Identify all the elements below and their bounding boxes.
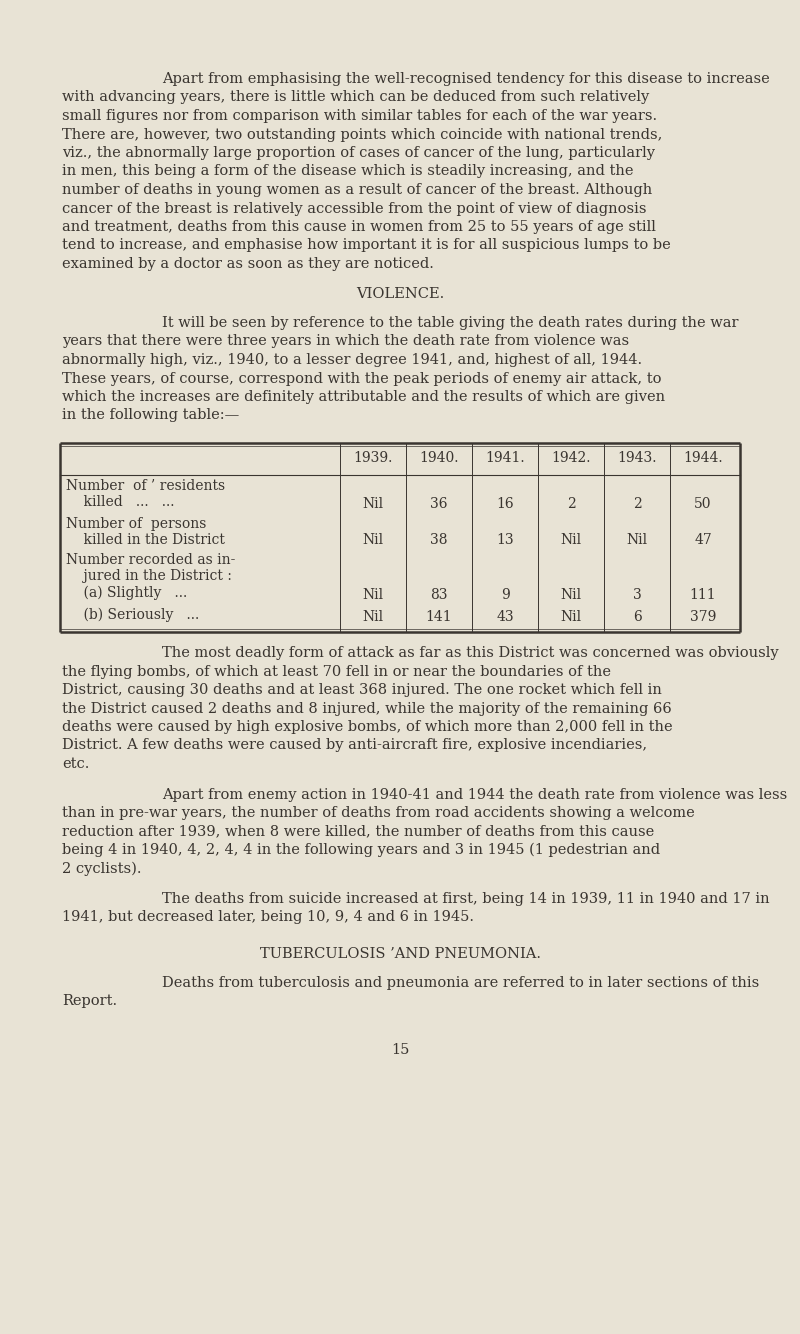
Text: viz., the abnormally large proportion of cases of cancer of the lung, particular: viz., the abnormally large proportion of… [62, 145, 655, 160]
Text: Nil: Nil [362, 588, 383, 602]
Text: etc.: etc. [62, 756, 90, 771]
Text: Report.: Report. [62, 994, 117, 1009]
Text: Nil: Nil [362, 610, 383, 624]
Text: TUBERCULOSIS ’AND PNEUMONIA.: TUBERCULOSIS ’AND PNEUMONIA. [259, 947, 541, 960]
Text: 9: 9 [501, 588, 510, 602]
Text: reduction after 1939, when 8 were killed, the number of deaths from this cause: reduction after 1939, when 8 were killed… [62, 824, 654, 839]
Text: jured in the District :: jured in the District : [66, 570, 232, 583]
Text: (a) Slightly   ...: (a) Slightly ... [66, 586, 187, 600]
Text: Nil: Nil [561, 588, 582, 602]
Text: small figures nor from comparison with similar tables for each of the war years.: small figures nor from comparison with s… [62, 109, 657, 123]
Text: 111: 111 [690, 588, 716, 602]
Text: These years, of course, correspond with the peak periods of enemy air attack, to: These years, of course, correspond with … [62, 371, 662, 386]
Text: 2 cyclists).: 2 cyclists). [62, 862, 142, 876]
Text: There are, however, two outstanding points which coincide with national trends,: There are, however, two outstanding poin… [62, 128, 662, 141]
Text: Nil: Nil [362, 534, 383, 547]
Text: number of deaths in young women as a result of cancer of the breast. Although: number of deaths in young women as a res… [62, 183, 652, 197]
Text: Deaths from tuberculosis and pneumonia are referred to in later sections of this: Deaths from tuberculosis and pneumonia a… [162, 975, 759, 990]
Text: 1942.: 1942. [551, 451, 590, 466]
Text: District. A few deaths were caused by anti-aircraft fire, explosive incendiaries: District. A few deaths were caused by an… [62, 739, 647, 752]
Text: deaths were caused by high explosive bombs, of which more than 2,000 fell in the: deaths were caused by high explosive bom… [62, 720, 673, 734]
Text: being 4 in 1940, 4, 2, 4, 4 in the following years and 3 in 1945 (1 pedestrian a: being 4 in 1940, 4, 2, 4, 4 in the follo… [62, 843, 660, 858]
Text: killed   ...   ...: killed ... ... [66, 495, 174, 510]
Text: District, causing 30 deaths and at least 368 injured. The one rocket which fell : District, causing 30 deaths and at least… [62, 683, 662, 696]
Text: and treatment, deaths from this cause in women from 25 to 55 years of age still: and treatment, deaths from this cause in… [62, 220, 656, 233]
Text: than in pre-war years, the number of deaths from road accidents showing a welcom: than in pre-war years, the number of dea… [62, 806, 694, 820]
Text: 36: 36 [430, 498, 448, 511]
Text: 6: 6 [633, 610, 642, 624]
Text: in the following table:—: in the following table:— [62, 408, 239, 423]
Text: Number recorded as in-: Number recorded as in- [66, 554, 235, 567]
Text: examined by a doctor as soon as they are noticed.: examined by a doctor as soon as they are… [62, 257, 434, 271]
Text: 3: 3 [633, 588, 642, 602]
Text: 47: 47 [694, 534, 712, 547]
Text: 15: 15 [391, 1042, 409, 1057]
Text: It will be seen by reference to the table giving the death rates during the war: It will be seen by reference to the tabl… [162, 316, 738, 329]
Text: 2: 2 [566, 498, 575, 511]
Text: 38: 38 [430, 534, 448, 547]
Text: 2: 2 [633, 498, 642, 511]
Text: Number of  persons: Number of persons [66, 518, 206, 531]
Text: (b) Seriously   ...: (b) Seriously ... [66, 608, 199, 623]
Text: 1940.: 1940. [419, 451, 458, 466]
Text: Number  of ’ residents: Number of ’ residents [66, 479, 225, 494]
Text: cancer of the breast is relatively accessible from the point of view of diagnosi: cancer of the breast is relatively acces… [62, 201, 646, 216]
Text: Nil: Nil [561, 610, 582, 624]
Text: with advancing years, there is little which can be deduced from such relatively: with advancing years, there is little wh… [62, 91, 650, 104]
Text: 50: 50 [694, 498, 712, 511]
Text: 13: 13 [496, 534, 514, 547]
Text: VIOLENCE.: VIOLENCE. [356, 288, 444, 301]
Text: tend to increase, and emphasise how important it is for all suspicious lumps to : tend to increase, and emphasise how impo… [62, 239, 670, 252]
Text: Apart from emphasising the well-recognised tendency for this disease to increase: Apart from emphasising the well-recognis… [162, 72, 770, 85]
Text: 1944.: 1944. [683, 451, 723, 466]
Text: abnormally high, viz., 1940, to a lesser degree 1941, and, highest of all, 1944.: abnormally high, viz., 1940, to a lesser… [62, 354, 642, 367]
Text: Nil: Nil [561, 534, 582, 547]
Text: 16: 16 [496, 498, 514, 511]
Text: 379: 379 [690, 610, 716, 624]
Text: killed in the District: killed in the District [66, 534, 225, 547]
Text: 83: 83 [430, 588, 448, 602]
Text: 43: 43 [496, 610, 514, 624]
Text: in men, this being a form of the disease which is steadily increasing, and the: in men, this being a form of the disease… [62, 164, 634, 179]
Text: 1943.: 1943. [618, 451, 657, 466]
Text: which the increases are definitely attributable and the results of which are giv: which the increases are definitely attri… [62, 390, 665, 404]
Text: Nil: Nil [362, 498, 383, 511]
Text: The deaths from suicide increased at first, being 14 in 1939, 11 in 1940 and 17 : The deaths from suicide increased at fir… [162, 892, 770, 906]
Text: The most deadly form of attack as far as this District was concerned was obvious: The most deadly form of attack as far as… [162, 646, 778, 660]
Text: years that there were three years in which the death rate from violence was: years that there were three years in whi… [62, 335, 629, 348]
Text: 141: 141 [426, 610, 452, 624]
Text: 1941, but decreased later, being 10, 9, 4 and 6 in 1945.: 1941, but decreased later, being 10, 9, … [62, 911, 474, 924]
Text: the flying bombs, of which at least 70 fell in or near the boundaries of the: the flying bombs, of which at least 70 f… [62, 664, 611, 679]
Text: the District caused 2 deaths and 8 injured, while the majority of the remaining : the District caused 2 deaths and 8 injur… [62, 702, 672, 715]
Text: Nil: Nil [626, 534, 647, 547]
Text: 1941.: 1941. [485, 451, 525, 466]
Text: 1939.: 1939. [354, 451, 393, 466]
Text: Apart from enemy action in 1940-41 and 1944 the death rate from violence was les: Apart from enemy action in 1940-41 and 1… [162, 787, 787, 802]
